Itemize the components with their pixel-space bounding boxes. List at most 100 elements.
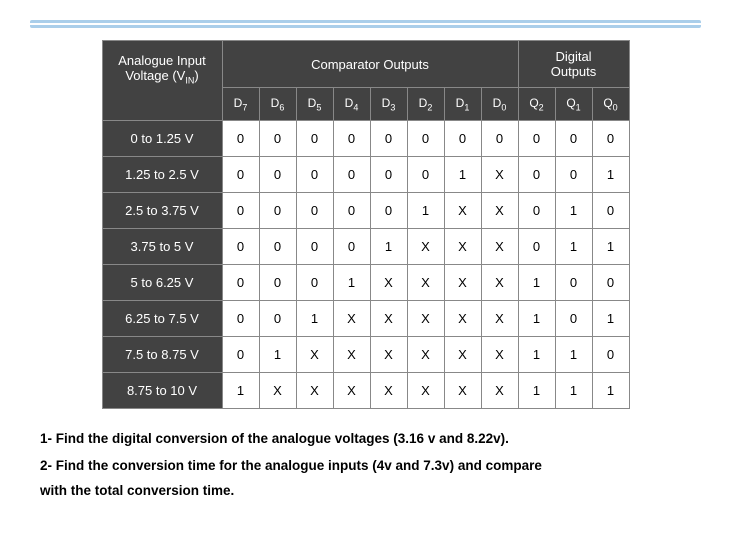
data-cell: X (370, 265, 407, 301)
data-cell: 0 (296, 265, 333, 301)
data-cell: X (481, 337, 518, 373)
data-cell: X (407, 229, 444, 265)
decorative-top-bars (30, 20, 701, 28)
data-cell: 0 (222, 121, 259, 157)
column-header: D7 (222, 88, 259, 121)
table-row: 6.25 to 7.5 V001XXXXX101 (102, 301, 629, 337)
data-cell: 0 (518, 157, 555, 193)
data-cell: 1 (555, 337, 592, 373)
data-cell: 0 (370, 193, 407, 229)
data-cell: 1 (555, 193, 592, 229)
data-cell: 1 (222, 373, 259, 409)
data-cell: 0 (222, 193, 259, 229)
data-cell: X (444, 337, 481, 373)
data-cell: 1 (333, 265, 370, 301)
data-cell: 0 (259, 265, 296, 301)
data-cell: 0 (296, 157, 333, 193)
data-cell: X (370, 373, 407, 409)
row-label: 1.25 to 2.5 V (102, 157, 222, 193)
data-cell: X (444, 373, 481, 409)
data-cell: 1 (592, 157, 629, 193)
data-cell: X (296, 373, 333, 409)
row-label: 5 to 6.25 V (102, 265, 222, 301)
data-cell: 1 (518, 337, 555, 373)
column-header: D2 (407, 88, 444, 121)
question-1: 1- Find the digital conversion of the an… (40, 429, 691, 450)
digital-outputs-header: Digital Outputs (518, 41, 629, 88)
data-cell: 0 (333, 229, 370, 265)
data-cell: 1 (296, 301, 333, 337)
data-cell: 0 (555, 157, 592, 193)
data-cell: X (370, 301, 407, 337)
column-header: D1 (444, 88, 481, 121)
data-cell: 0 (555, 301, 592, 337)
column-header: D4 (333, 88, 370, 121)
data-cell: X (407, 265, 444, 301)
data-cell: 1 (259, 337, 296, 373)
question-2-line1: 2- Find the conversion time for the anal… (40, 456, 691, 477)
column-header: Q0 (592, 88, 629, 121)
data-cell: 1 (592, 229, 629, 265)
data-cell: 0 (555, 265, 592, 301)
data-cell: X (444, 229, 481, 265)
data-cell: 0 (333, 157, 370, 193)
data-cell: X (481, 301, 518, 337)
data-cell: 1 (555, 229, 592, 265)
analogue-line2: Voltage (VIN) (125, 68, 198, 83)
analogue-input-header: Analogue Input Voltage (VIN) (102, 41, 222, 121)
data-cell: X (481, 229, 518, 265)
row-label: 3.75 to 5 V (102, 229, 222, 265)
data-cell: X (481, 193, 518, 229)
data-cell: 0 (592, 193, 629, 229)
comparator-outputs-header: Comparator Outputs (222, 41, 518, 88)
data-cell: X (333, 301, 370, 337)
data-cell: 1 (444, 157, 481, 193)
data-cell: 0 (407, 157, 444, 193)
data-cell: X (259, 373, 296, 409)
analogue-line1: Analogue Input (118, 53, 205, 68)
question-2-line2: with the total conversion time. (40, 481, 691, 502)
data-cell: 1 (592, 373, 629, 409)
row-label: 6.25 to 7.5 V (102, 301, 222, 337)
data-cell: 0 (592, 265, 629, 301)
table-row: 0 to 1.25 V00000000000 (102, 121, 629, 157)
data-cell: 0 (333, 121, 370, 157)
table-row: 1.25 to 2.5 V0000001X001 (102, 157, 629, 193)
data-cell: 0 (296, 121, 333, 157)
column-header: Q1 (555, 88, 592, 121)
data-cell: 0 (444, 121, 481, 157)
data-cell: 0 (518, 229, 555, 265)
data-cell: 0 (518, 193, 555, 229)
row-label: 2.5 to 3.75 V (102, 193, 222, 229)
data-cell: 0 (592, 337, 629, 373)
data-cell: 0 (259, 121, 296, 157)
table-row: 8.75 to 10 V1XXXXXXX111 (102, 373, 629, 409)
data-cell: 1 (518, 373, 555, 409)
table-row: 3.75 to 5 V00001XXX011 (102, 229, 629, 265)
data-cell: X (444, 265, 481, 301)
data-cell: 1 (518, 301, 555, 337)
data-cell: X (296, 337, 333, 373)
data-cell: 0 (259, 301, 296, 337)
data-cell: X (407, 337, 444, 373)
data-cell: 0 (222, 157, 259, 193)
data-cell: 1 (518, 265, 555, 301)
data-cell: 1 (592, 301, 629, 337)
row-label: 7.5 to 8.75 V (102, 337, 222, 373)
column-header: D3 (370, 88, 407, 121)
data-cell: X (444, 193, 481, 229)
data-cell: 0 (259, 193, 296, 229)
data-cell: 0 (222, 301, 259, 337)
data-cell: X (333, 373, 370, 409)
row-label: 0 to 1.25 V (102, 121, 222, 157)
data-cell: X (481, 265, 518, 301)
data-cell: 0 (333, 193, 370, 229)
data-cell: 0 (296, 229, 333, 265)
data-cell: 1 (555, 373, 592, 409)
data-cell: 0 (296, 193, 333, 229)
table-row: 2.5 to 3.75 V000001XX010 (102, 193, 629, 229)
data-cell: X (444, 301, 481, 337)
table-row: 7.5 to 8.75 V01XXXXXX110 (102, 337, 629, 373)
data-cell: X (481, 157, 518, 193)
data-cell: 0 (481, 121, 518, 157)
